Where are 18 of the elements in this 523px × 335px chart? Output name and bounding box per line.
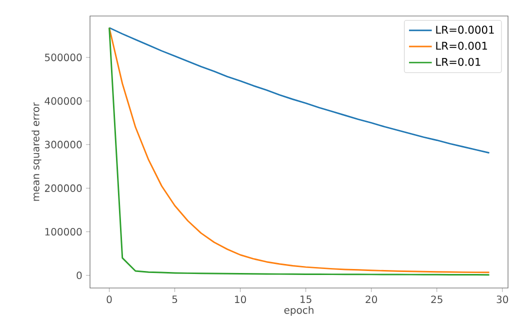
legend-label: LR=0.001 bbox=[436, 42, 488, 50]
x-tick-label: 10 bbox=[235, 296, 246, 304]
x-tick-label: 15 bbox=[300, 296, 312, 304]
x-tick-label: 30 bbox=[496, 296, 508, 304]
x-axis-title: epoch bbox=[284, 306, 314, 316]
y-tick-label: 0 bbox=[76, 272, 82, 280]
y-tick-label: 500000 bbox=[45, 54, 82, 62]
x-tick-label: 25 bbox=[431, 296, 442, 304]
y-tick-label: 400000 bbox=[44, 97, 82, 105]
x-tick-label: 20 bbox=[366, 296, 378, 304]
legend-label: LR=0.0001 bbox=[436, 26, 494, 34]
x-tick-label: 5 bbox=[172, 296, 178, 304]
y-tick-label: 100000 bbox=[45, 228, 82, 236]
y-tick-label: 200000 bbox=[44, 184, 82, 192]
y-tick-label: 300000 bbox=[44, 140, 82, 148]
x-tick-label: 0 bbox=[106, 296, 112, 304]
legend-label: LR=0.01 bbox=[436, 58, 480, 66]
y-axis-title: mean squared error bbox=[32, 102, 42, 201]
